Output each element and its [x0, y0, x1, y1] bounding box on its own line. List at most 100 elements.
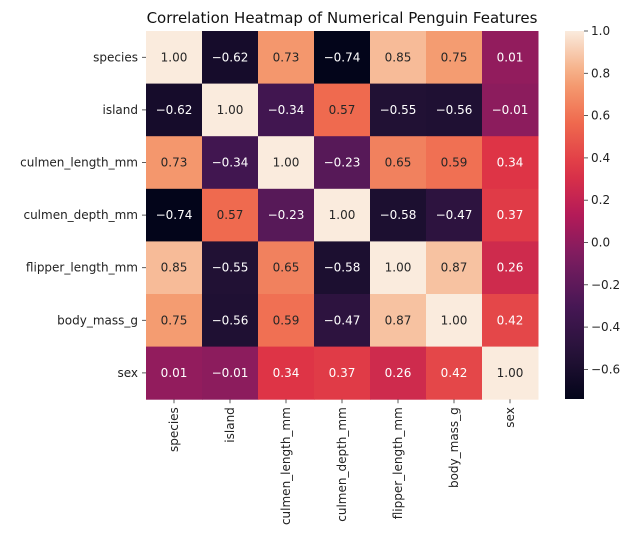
cell-value-label: 1.00 [273, 156, 300, 170]
heatmap-cell [146, 136, 203, 190]
cell-value-label: −0.23 [324, 156, 361, 170]
heatmap-cell [258, 241, 315, 295]
cell-value-label: 0.37 [329, 366, 356, 380]
cell-value-label: 1.00 [385, 261, 412, 275]
heatmap-cell [258, 31, 315, 85]
cell-value-label: −0.62 [156, 103, 193, 117]
heatmap-cell [482, 83, 539, 137]
heatmap-cell [258, 83, 315, 137]
heatmap-cell [146, 83, 203, 137]
cell-value-label: 1.00 [161, 50, 188, 64]
y-axis-tick-labels: species island culmen_length_mm culmen_dept… [20, 50, 146, 380]
cell-value-label: 0.75 [161, 313, 188, 327]
cell-value-label: 0.87 [441, 261, 468, 275]
heatmap-cell [202, 136, 259, 190]
heatmap-cell [426, 241, 483, 295]
heatmap-cell [258, 346, 315, 400]
cell-value-label: 0.59 [273, 313, 300, 327]
heatmap-cell [258, 294, 315, 348]
heatmap-cell [146, 346, 203, 400]
heatmap-cell [426, 31, 483, 85]
heatmap-cell [482, 346, 539, 400]
heatmap-cell [202, 346, 259, 400]
cell-value-label: −0.01 [212, 366, 249, 380]
cell-value-label: 0.26 [497, 261, 524, 275]
cell-value-label: −0.74 [324, 50, 361, 64]
x-tick-label: sex [503, 407, 517, 428]
colorbar-tick-label: 0.0 [591, 235, 610, 249]
colorbar-tick-label: 1.0 [591, 24, 610, 38]
cell-value-label: 0.65 [273, 261, 300, 275]
cell-value-label: −0.58 [324, 261, 361, 275]
cell-value-label: 0.59 [441, 156, 468, 170]
x-tick-label: flipper_length_mm [391, 407, 405, 519]
heatmap-cells: 1.00 −0.62 0.73 −0.74 0.85 0.75 0.01 −0.62 1.00 −… [146, 31, 539, 400]
heatmap-cell [370, 83, 427, 137]
cell-value-label: 0.34 [273, 366, 300, 380]
x-tick-label: species [167, 407, 181, 452]
cell-value-label: 0.57 [217, 208, 244, 222]
heatmap-cell [426, 136, 483, 190]
heatmap-cell [482, 188, 539, 242]
cell-value-label: 0.57 [329, 103, 356, 117]
heatmap-cell [202, 31, 259, 85]
cell-value-label: −0.55 [380, 103, 417, 117]
cell-value-label: 0.34 [497, 156, 524, 170]
chart-title: Correlation Heatmap of Numerical Penguin… [147, 9, 538, 27]
colorbar-tick-label: 0.6 [591, 109, 610, 123]
colorbar-tick-label: 0.8 [591, 66, 610, 80]
heatmap-cell [314, 188, 371, 242]
heatmap-cell [146, 31, 203, 85]
colorbar-tick-label: 0.2 [591, 193, 610, 207]
heatmap-cell [426, 83, 483, 137]
y-tick-label: body_mass_g [57, 313, 138, 327]
x-axis-tick-labels: species island culmen_length_mm culmen_dept… [167, 399, 517, 525]
heatmap-cell [482, 294, 539, 348]
y-tick-label: sex [117, 366, 138, 380]
heatmap-cell [370, 188, 427, 242]
heatmap-cell [482, 31, 539, 85]
y-tick-label: species [93, 50, 138, 64]
cell-value-label: 0.73 [161, 156, 188, 170]
y-tick-label: island [103, 103, 139, 117]
cell-value-label: −0.62 [212, 50, 249, 64]
heatmap-cell [202, 188, 259, 242]
heatmap-cell [146, 188, 203, 242]
heatmap-cell [370, 31, 427, 85]
y-tick-label: flipper_length_mm [26, 261, 138, 275]
cell-value-label: −0.47 [436, 208, 473, 222]
cell-value-label: 0.01 [161, 366, 188, 380]
cell-value-label: 0.87 [385, 313, 412, 327]
cell-value-label: −0.47 [324, 313, 361, 327]
heatmap-cell [146, 241, 203, 295]
heatmap-cell [370, 136, 427, 190]
heatmap-cell [202, 83, 259, 137]
heatmap-cell [426, 346, 483, 400]
heatmap-cell [314, 346, 371, 400]
heatmap-cell [314, 83, 371, 137]
x-tick-label: culmen_depth_mm [335, 407, 349, 522]
cell-value-label: −0.74 [156, 208, 193, 222]
cell-value-label: 0.42 [497, 313, 524, 327]
cell-value-label: −0.34 [212, 156, 249, 170]
cell-value-label: 0.37 [497, 208, 524, 222]
cell-value-label: −0.58 [380, 208, 417, 222]
cell-value-label: −0.56 [212, 313, 249, 327]
heatmap-cell [370, 346, 427, 400]
cell-value-label: 1.00 [441, 313, 468, 327]
heatmap-cell [202, 294, 259, 348]
colorbar-tick-label: −0.4 [591, 320, 620, 334]
heatmap-cell [482, 136, 539, 190]
cell-value-label: −0.56 [436, 103, 473, 117]
cell-value-label: 0.85 [385, 50, 412, 64]
cell-value-label: 0.65 [385, 156, 412, 170]
cell-value-label: 0.01 [497, 50, 524, 64]
heatmap-cell [314, 241, 371, 295]
cell-value-label: 0.73 [273, 50, 300, 64]
x-tick-label: island [223, 407, 237, 443]
cell-value-label: 0.85 [161, 261, 188, 275]
cell-value-label: 0.75 [441, 50, 468, 64]
x-tick-label: culmen_length_mm [279, 407, 293, 525]
colorbar-tick-label: −0.2 [591, 278, 620, 292]
